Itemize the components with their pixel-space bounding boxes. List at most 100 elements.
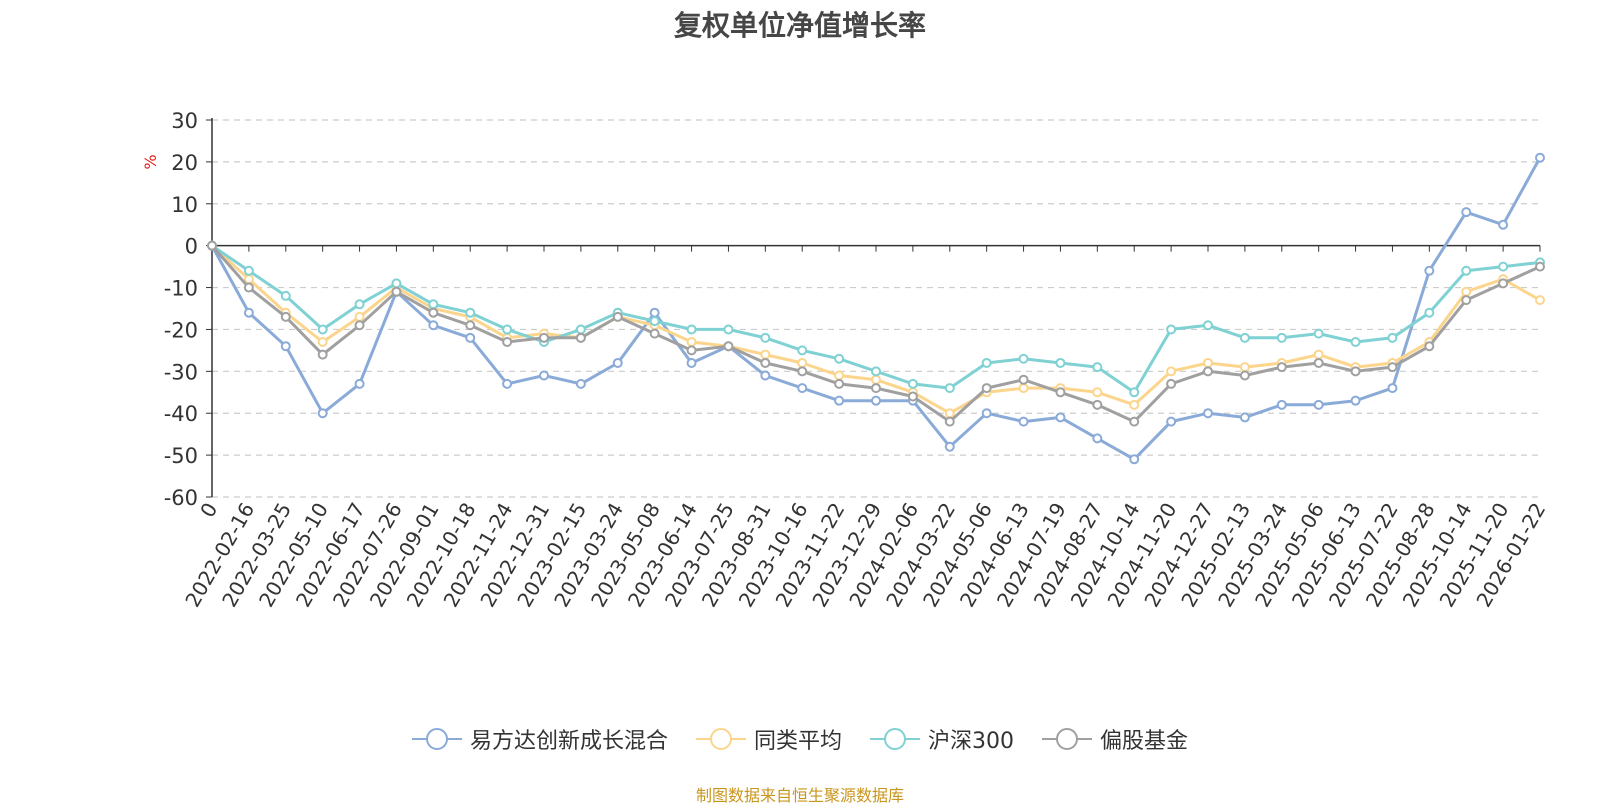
- data-point: [1055, 357, 1066, 368]
- data-point: [1276, 399, 1287, 410]
- data-point: [944, 416, 955, 427]
- data-point: [981, 357, 992, 368]
- data-point: [686, 337, 697, 348]
- y-tick-label: -20: [164, 318, 198, 342]
- data-point: [1387, 362, 1398, 373]
- data-point: [871, 383, 881, 394]
- legend-label: 沪深300: [928, 729, 1014, 754]
- legend-label: 偏股基金: [1100, 729, 1189, 754]
- data-point: [1498, 219, 1509, 230]
- data-point: [465, 320, 476, 331]
- legend-swatch-icon: [695, 728, 746, 750]
- legend-swatch-icon: [1042, 728, 1092, 750]
- data-point: [1535, 261, 1545, 272]
- data-point: [871, 374, 881, 385]
- data-point: [1092, 399, 1103, 410]
- data-point: [1166, 416, 1177, 427]
- data-point: [575, 332, 586, 343]
- data-point: [428, 299, 439, 310]
- data-point: [834, 378, 845, 389]
- data-point: [280, 311, 291, 322]
- data-point: [1166, 324, 1177, 335]
- data-point: [760, 332, 771, 343]
- data-point: [243, 265, 254, 276]
- data-point: [539, 370, 549, 381]
- data-point: [907, 391, 918, 402]
- data-point: [317, 349, 328, 360]
- data-point: [1276, 332, 1287, 343]
- data-point: [1055, 387, 1066, 398]
- data-point: [1129, 454, 1140, 465]
- data-point: [243, 274, 254, 285]
- data-point: [465, 307, 476, 318]
- legend-item[interactable]: 沪深300: [870, 723, 1014, 755]
- data-point: [981, 408, 992, 419]
- y-tick-label: 20: [171, 151, 198, 175]
- x-tick-label: 0: [195, 499, 222, 522]
- data-point: [1424, 341, 1435, 352]
- data-point: [1535, 152, 1545, 163]
- data-point: [797, 345, 808, 356]
- data-point: [575, 378, 586, 389]
- data-point: [1350, 337, 1361, 348]
- y-tick-label: -50: [164, 444, 198, 468]
- data-point: [871, 395, 881, 406]
- data-point: [1239, 370, 1250, 381]
- data-point: [1203, 408, 1213, 419]
- y-axis-label: %: [141, 154, 160, 169]
- data-point: [280, 290, 291, 301]
- legend-label: 同类平均: [753, 729, 842, 754]
- data-point: [649, 307, 660, 318]
- data-point: [797, 366, 808, 377]
- data-point: [1203, 366, 1213, 377]
- data-point: [317, 408, 328, 419]
- data-point: [686, 324, 697, 335]
- data-point: [391, 286, 402, 297]
- y-tick-label: -60: [164, 486, 198, 510]
- data-point: [1203, 357, 1213, 368]
- legend-label: 易方达创新成长混合: [469, 729, 668, 754]
- data-point: [723, 324, 734, 335]
- data-point: [1313, 349, 1324, 360]
- legend-item[interactable]: 同类平均: [695, 723, 842, 755]
- data-point: [1239, 362, 1250, 373]
- legend-swatch-icon: [870, 728, 920, 750]
- data-point: [1276, 362, 1287, 373]
- data-point: [760, 370, 771, 381]
- source-note: 制图数据来自恒生聚源数据库: [695, 786, 904, 805]
- data-point: [1129, 387, 1140, 398]
- line-chart: 3020100-10-20-30-40-50-60%02022-02-16202…: [141, 109, 1550, 611]
- data-point: [317, 324, 328, 335]
- data-point: [981, 383, 992, 394]
- data-point: [1018, 353, 1029, 364]
- data-point: [1055, 412, 1066, 423]
- data-point: [834, 353, 845, 364]
- data-point: [1313, 357, 1324, 368]
- data-point: [1018, 383, 1029, 394]
- data-point: [834, 370, 845, 381]
- data-point: [944, 408, 955, 419]
- y-tick-label: 0: [185, 235, 198, 259]
- data-point: [649, 316, 660, 327]
- series-line: [210, 244, 1541, 424]
- data-point: [944, 441, 955, 452]
- data-point: [502, 324, 513, 335]
- data-point: [1129, 416, 1140, 427]
- data-point: [1498, 278, 1509, 289]
- legend-item[interactable]: 偏股基金: [1042, 723, 1188, 755]
- data-point: [1203, 320, 1213, 331]
- data-point: [1239, 412, 1250, 423]
- data-point: [1092, 362, 1103, 373]
- data-point: [944, 383, 955, 394]
- chart-title: 复权单位净值增长率: [673, 9, 926, 42]
- data-point: [1387, 383, 1398, 394]
- y-tick-label: 10: [171, 193, 198, 217]
- data-point: [243, 307, 254, 318]
- data-point: [1424, 307, 1435, 318]
- data-point: [612, 311, 623, 322]
- legend-item[interactable]: 易方达创新成长混合: [411, 723, 668, 755]
- data-point: [907, 378, 918, 389]
- y-tick-label: -10: [164, 277, 198, 301]
- data-point: [1424, 265, 1435, 276]
- data-point: [207, 240, 217, 251]
